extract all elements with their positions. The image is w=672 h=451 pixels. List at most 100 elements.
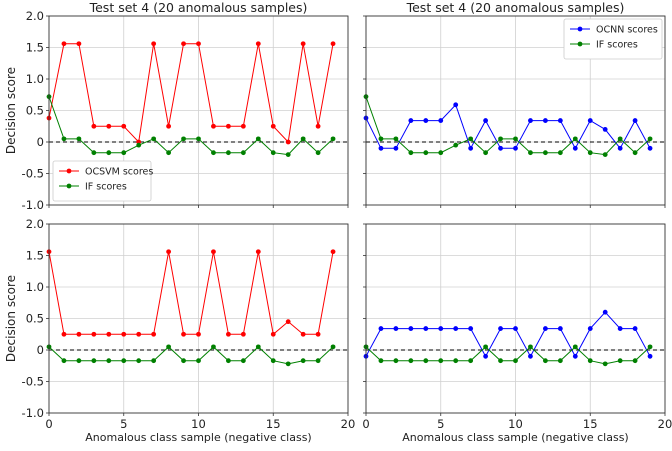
x-axis-label: Anomalous class sample (negative class): [402, 431, 628, 444]
x-tick-label: 15: [266, 417, 281, 431]
chart-panel-4: 0 5 10 15 20 Anomalous class sample (negative…: [362, 223, 672, 444]
x-tick-label: 0: [362, 417, 369, 431]
data-point: [76, 136, 82, 142]
data-point: [453, 102, 459, 108]
y-tick-label: 0.5: [26, 312, 44, 326]
data-point: [61, 331, 67, 337]
legend: OCNN scores IF scores: [563, 18, 663, 60]
data-point: [453, 358, 459, 364]
data-point: [393, 145, 399, 151]
data-point: [121, 150, 127, 156]
data-point: [300, 41, 306, 47]
data-point: [136, 358, 142, 364]
data-point: [587, 326, 593, 331]
data-point: [557, 358, 563, 364]
data-point: [408, 358, 414, 364]
data-point: [617, 136, 623, 142]
data-point: [543, 118, 548, 123]
data-point: [617, 145, 623, 151]
legend-label: IF scores: [85, 182, 127, 193]
y-tick-label: -0.5: [22, 375, 44, 389]
data-point: [632, 326, 638, 331]
data-point: [61, 358, 67, 364]
data-point: [226, 358, 231, 364]
data-point: [240, 331, 246, 337]
data-point: [211, 123, 216, 129]
y-tick-label: 1.5: [26, 249, 44, 263]
data-point: [121, 331, 127, 337]
y-tick-label: 0: [37, 135, 44, 149]
data-point: [408, 118, 414, 123]
y-axis-label: Decision score: [4, 67, 18, 154]
data-point: [240, 123, 246, 129]
data-point: [528, 150, 533, 156]
legend-swatch-marker: [66, 168, 72, 174]
data-point: [423, 150, 429, 156]
data-point: [166, 249, 172, 255]
data-point: [211, 150, 216, 156]
data-point: [438, 150, 444, 156]
data-point: [647, 136, 653, 142]
data-point: [76, 358, 82, 364]
data-point: [572, 353, 578, 359]
data-point: [587, 150, 593, 156]
legend-label: IF scores: [596, 40, 638, 51]
data-point: [91, 331, 97, 337]
data-point: [602, 126, 608, 132]
x-tick-label: 20: [341, 417, 356, 431]
data-point: [483, 344, 488, 350]
data-point: [498, 326, 503, 331]
data-point: [255, 41, 261, 47]
data-point: [136, 331, 142, 337]
data-point: [255, 136, 261, 142]
data-point: [647, 344, 653, 350]
y-tick-label: 0.5: [26, 104, 44, 118]
data-point: [226, 150, 231, 156]
data-point: [647, 145, 653, 151]
data-point: [61, 136, 67, 142]
data-point: [513, 326, 518, 331]
data-point: [468, 145, 474, 151]
data-point: [196, 331, 201, 337]
data-point: [330, 344, 336, 350]
y-axis-label: Decision score: [4, 275, 18, 362]
series-line: [365, 96, 651, 156]
data-point: [557, 118, 563, 123]
data-point: [617, 358, 623, 364]
data-point: [543, 326, 548, 331]
data-point: [438, 326, 444, 331]
series-line: [365, 103, 651, 150]
data-point: [498, 145, 503, 151]
data-point: [285, 361, 291, 367]
series-line: [365, 346, 651, 365]
data-point: [76, 331, 82, 337]
data-point: [543, 358, 548, 364]
data-point: [196, 358, 201, 364]
x-tick-label: 5: [120, 417, 127, 431]
data-point: [300, 358, 306, 364]
data-point: [468, 326, 474, 331]
data-point: [270, 123, 276, 129]
data-point: [181, 41, 186, 47]
y-tick-label: 2.0: [26, 217, 44, 231]
data-point: [106, 150, 112, 156]
data-point: [572, 344, 578, 350]
data-point: [423, 118, 429, 123]
x-tick-label: 0: [45, 417, 52, 431]
chart-title: Test set 4 (20 anomalous samples): [406, 0, 625, 15]
data-point: [181, 331, 186, 337]
data-point: [285, 139, 291, 145]
y-tick-label: -0.5: [22, 167, 44, 181]
data-point: [106, 123, 112, 129]
y-tick-label: 1.5: [26, 41, 44, 55]
legend-swatch-marker: [66, 183, 72, 189]
data-point: [300, 136, 306, 142]
data-point: [330, 41, 336, 47]
data-point: [557, 150, 563, 156]
legend: OCSVM scores IF scores: [52, 160, 153, 202]
data-point: [632, 150, 638, 156]
data-point: [453, 142, 459, 148]
data-point: [121, 358, 127, 364]
data-point: [393, 326, 399, 331]
data-point: [181, 358, 186, 364]
